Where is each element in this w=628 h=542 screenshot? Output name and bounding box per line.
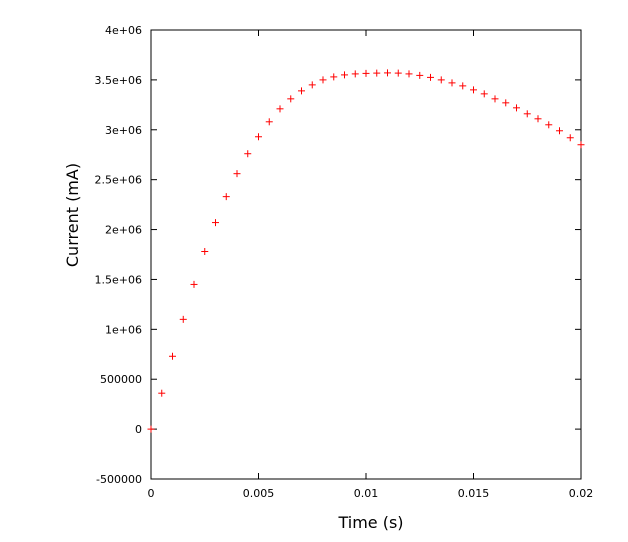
- y-axis-title: Current (mA): [63, 163, 82, 267]
- y-tick-label: 500000: [100, 373, 142, 386]
- x-tick-label: 0.02: [569, 487, 594, 500]
- data-point: [566, 134, 574, 142]
- data-point: [427, 73, 434, 81]
- data-point: [233, 170, 241, 178]
- y-tick-label: 0: [135, 423, 142, 436]
- data-point: [513, 104, 520, 112]
- y-tick-label: 1e+06: [105, 323, 142, 336]
- y-tick-label: 4e+06: [105, 24, 142, 37]
- x-tick-label: 0.015: [458, 487, 490, 500]
- data-point: [502, 99, 510, 107]
- data-point: [212, 219, 219, 227]
- data-point: [394, 69, 402, 77]
- data-point: [556, 127, 563, 135]
- data-point: [491, 95, 499, 103]
- data-point: [201, 248, 209, 256]
- data-point: [523, 110, 531, 118]
- data-point: [190, 280, 198, 288]
- data-point: [448, 79, 456, 87]
- data-point: [319, 76, 327, 84]
- data-point: [480, 90, 488, 98]
- y-tick-label: 3.5e+06: [95, 74, 142, 87]
- x-tick-label: 0: [148, 487, 155, 500]
- data-point: [255, 133, 262, 141]
- x-tick-label: 0.005: [243, 487, 275, 500]
- data-point: [330, 73, 338, 81]
- data-point: [265, 118, 273, 126]
- y-tick-label: 3e+06: [105, 124, 142, 137]
- data-point: [405, 70, 413, 78]
- data-point: [545, 121, 553, 129]
- plot-frame: [150, 29, 582, 480]
- data-point: [384, 69, 391, 77]
- data-point: [362, 69, 370, 77]
- x-axis-title: Time (s): [337, 513, 403, 532]
- data-series: [147, 69, 585, 433]
- y-tick-label: 1.5e+06: [95, 273, 142, 286]
- data-point: [287, 95, 295, 103]
- data-point: [308, 81, 316, 89]
- data-point: [169, 352, 176, 360]
- data-point: [158, 389, 166, 397]
- data-point: [437, 76, 445, 84]
- data-point: [470, 86, 477, 94]
- data-point: [577, 141, 585, 149]
- y-tick-label: 2.5e+06: [95, 174, 142, 187]
- data-point: [416, 71, 424, 79]
- data-point: [244, 150, 252, 158]
- data-point: [222, 193, 230, 201]
- data-point: [459, 82, 467, 90]
- y-tick-label: -500000: [96, 473, 142, 486]
- y-axis-ticks: -500000 0 500000 1e+06 1.5e+06 2e+06 2.5e+06 3e…: [95, 24, 581, 486]
- y-tick-label: 2e+06: [105, 224, 142, 237]
- data-point: [534, 115, 542, 123]
- data-point: [373, 69, 381, 77]
- data-point: [341, 71, 348, 79]
- data-point: [147, 425, 155, 433]
- data-point: [298, 87, 305, 95]
- x-tick-label: 0.01: [354, 487, 379, 500]
- data-point: [276, 105, 284, 113]
- x-axis-ticks: 0 0.005 0.01 0.015 0.02: [148, 30, 594, 500]
- data-point: [179, 315, 187, 323]
- data-point: [351, 70, 359, 78]
